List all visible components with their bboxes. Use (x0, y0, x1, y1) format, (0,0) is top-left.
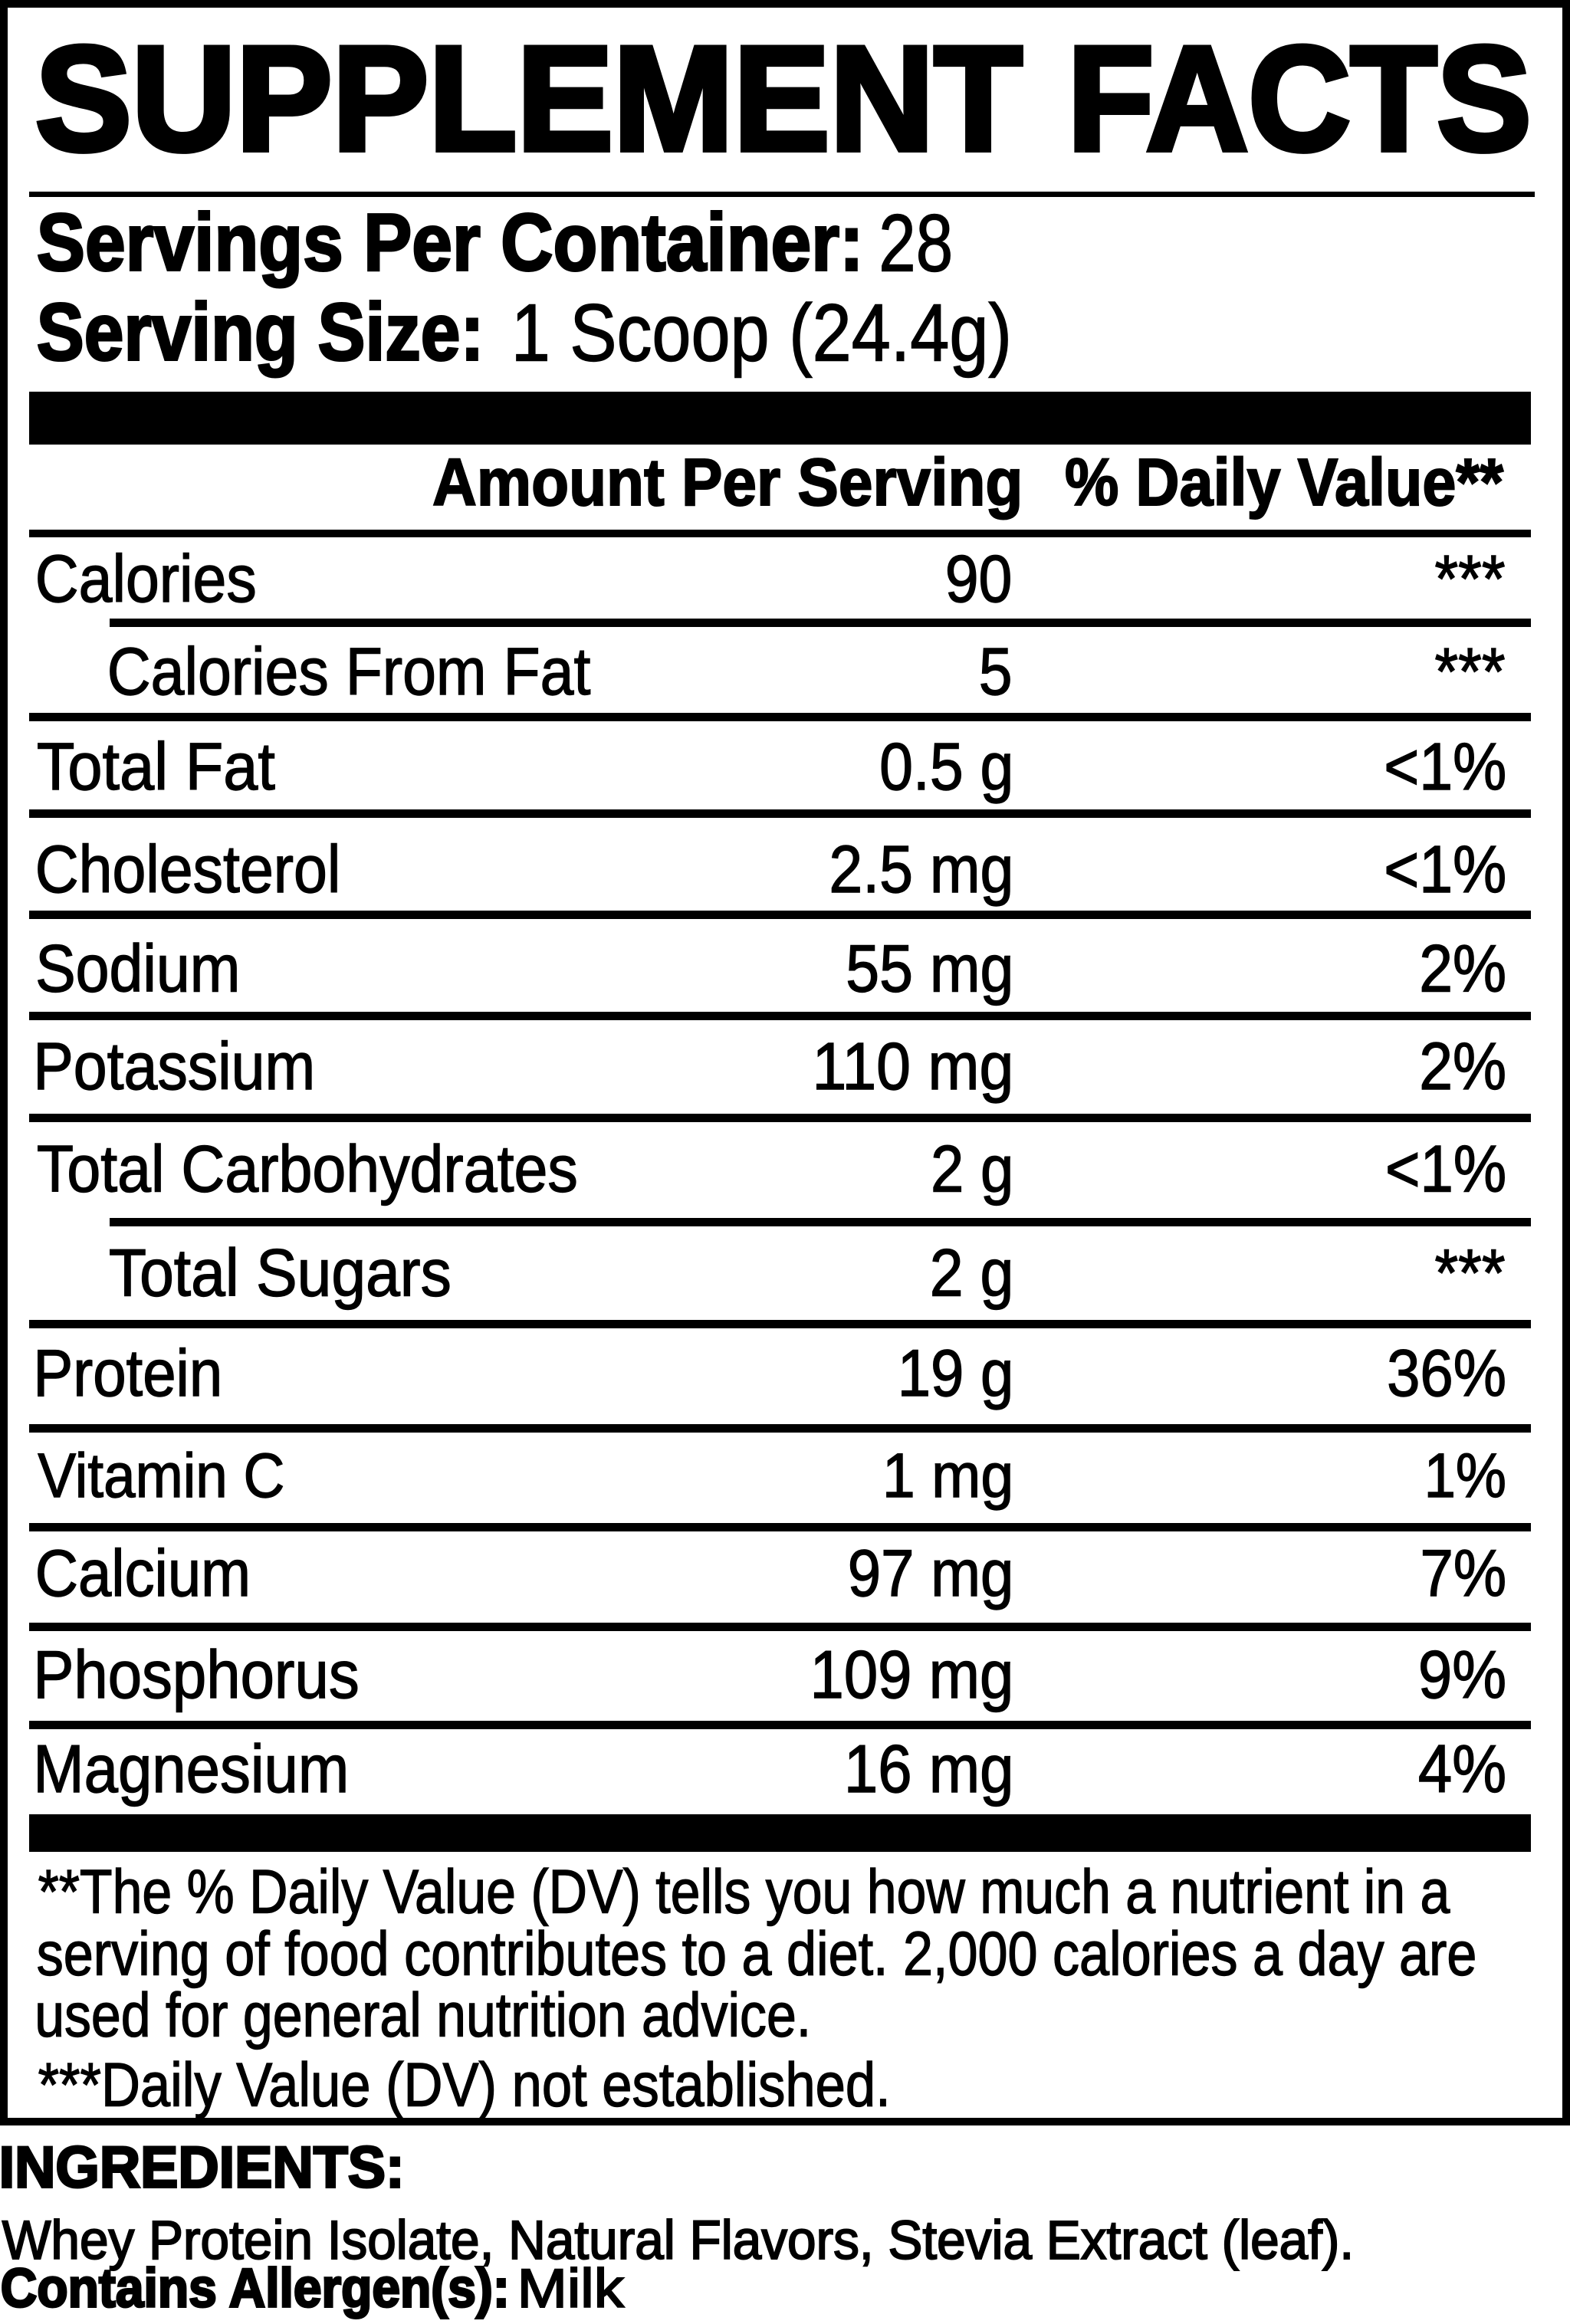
svg-text:***: *** (1435, 1236, 1506, 1310)
svg-text:2.5 mg: 2.5 mg (829, 832, 1013, 907)
svg-text:***: *** (1435, 542, 1506, 616)
svg-text:19 g: 19 g (898, 1337, 1014, 1410)
svg-text:2 g: 2 g (930, 1236, 1014, 1310)
svg-text:Potassium: Potassium (33, 1029, 315, 1104)
svg-text:INGREDIENTS:: INGREDIENTS: (0, 2135, 405, 2201)
svg-text:<1%: <1% (1384, 730, 1506, 804)
svg-text:110 mg: 110 mg (813, 1029, 1014, 1104)
svg-text:90: 90 (945, 542, 1013, 616)
svg-text:1%: 1% (1424, 1441, 1506, 1511)
svg-text:Protein: Protein (33, 1337, 222, 1410)
svg-text:SUPPLEMENT: SUPPLEMENT (35, 16, 1023, 182)
svg-text:Calories: Calories (35, 542, 257, 616)
svg-text:Calories From Fat: Calories From Fat (107, 635, 591, 709)
svg-text:<1%: <1% (1384, 832, 1506, 907)
svg-text:9%: 9% (1418, 1636, 1506, 1712)
svg-text:Magnesium: Magnesium (33, 1731, 349, 1807)
svg-text:0.5 g: 0.5 g (879, 730, 1013, 804)
svg-text:serving of food contributes to: serving of food contributes to a diet. 2… (37, 1919, 1477, 1988)
svg-text:Total Sugars: Total Sugars (109, 1236, 452, 1310)
svg-text:36%: 36% (1387, 1337, 1506, 1410)
svg-text:Phosphorus: Phosphorus (33, 1636, 360, 1712)
svg-text:Total Carbohydrates: Total Carbohydrates (37, 1132, 578, 1206)
svg-text:**The % Daily Value (DV) tells: **The % Daily Value (DV) tells you how m… (38, 1857, 1451, 1926)
svg-text:109 mg: 109 mg (810, 1636, 1014, 1712)
svg-text:used for general nutrition adv: used for general nutrition advice. (34, 1981, 811, 2050)
svg-text:***Daily Value (DV) not establ: ***Daily Value (DV) not established. (38, 2050, 891, 2119)
svg-text:Amount Per Serving: Amount Per Serving (432, 445, 1023, 520)
svg-text:Servings Per Container:: Servings Per Container: (37, 198, 864, 288)
svg-text:Sodium: Sodium (35, 931, 240, 1006)
svg-text:Cholesterol: Cholesterol (35, 832, 341, 907)
svg-text:97 mg: 97 mg (848, 1537, 1014, 1610)
svg-text:55 mg: 55 mg (846, 931, 1013, 1006)
svg-text:4%: 4% (1418, 1731, 1506, 1807)
svg-text:Total Fat: Total Fat (37, 730, 275, 804)
svg-text:Milk: Milk (517, 2259, 625, 2319)
svg-text:2%: 2% (1419, 1029, 1506, 1104)
svg-text:Calcium: Calcium (35, 1537, 251, 1610)
svg-text:1 Scoop (24.4g): 1 Scoop (24.4g) (511, 287, 1012, 378)
svg-text:7%: 7% (1421, 1537, 1507, 1610)
svg-text:16 mg: 16 mg (844, 1731, 1014, 1807)
svg-text:2 g: 2 g (931, 1132, 1013, 1206)
svg-text:5: 5 (979, 635, 1013, 709)
svg-text:FACTS: FACTS (1067, 16, 1531, 182)
svg-text:Whey Protein Isolate, Natural: Whey Protein Isolate, Natural Flavors, S… (2, 2211, 1355, 2271)
svg-text:Contains Allergen(s):: Contains Allergen(s): (1, 2259, 510, 2319)
svg-text:% Daily Value**: % Daily Value** (1065, 445, 1503, 520)
svg-text:2%: 2% (1419, 931, 1506, 1006)
svg-text:Vitamin C: Vitamin C (38, 1441, 284, 1511)
svg-text:1 mg: 1 mg (882, 1441, 1013, 1511)
svg-text:Serving Size:: Serving Size: (37, 287, 484, 378)
svg-text:***: *** (1435, 635, 1506, 709)
svg-text:28: 28 (879, 198, 953, 288)
svg-text:<1%: <1% (1385, 1132, 1506, 1206)
